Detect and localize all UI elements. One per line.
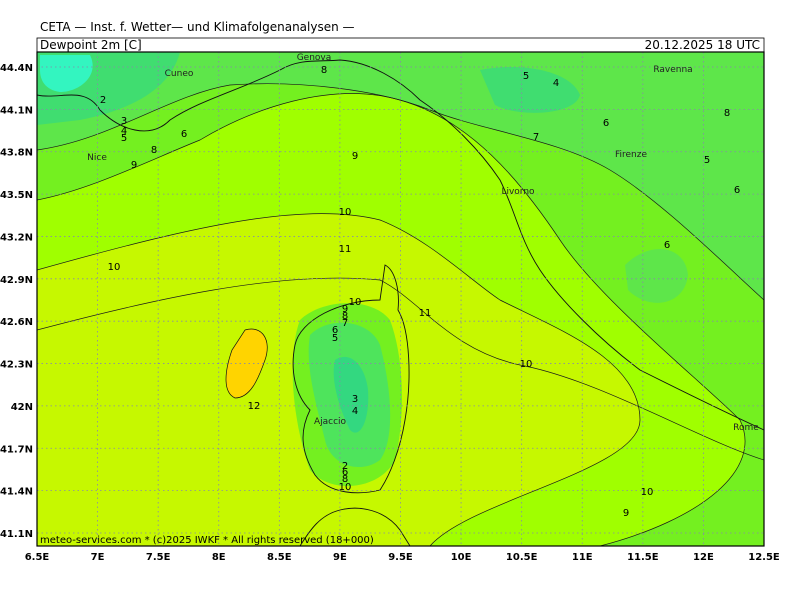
contour-label: 8 [342, 474, 348, 485]
lat-label: 42.3N [0, 360, 33, 371]
field-zone [333, 356, 369, 433]
coastline [299, 507, 411, 546]
date-label: 20.12.2025 18 UTC [645, 38, 760, 52]
place-name: Ravenna [653, 65, 692, 75]
place-name: Firenze [615, 150, 647, 160]
contour-label: 9 [342, 304, 348, 315]
contour-label: 7 [342, 318, 348, 329]
contour-label: 9 [623, 508, 629, 519]
lon-label: 12E [693, 552, 714, 563]
lon-label: 9E [333, 552, 347, 563]
lat-label: 41.1N [0, 529, 33, 540]
contour-label: 4 [352, 406, 358, 417]
contour-label: 5 [121, 133, 127, 144]
footer: meteo-services.com * (c)2025 IWKF * All … [40, 535, 374, 546]
lon-label: 8E [212, 552, 226, 563]
field-zone [37, 52, 764, 300]
isoline [599, 419, 746, 546]
lat-label: 44.4N [0, 63, 33, 74]
isoline [37, 277, 764, 461]
contour-label: 6 [603, 118, 609, 129]
lon-label: 10.5E [506, 552, 538, 563]
field-label: Dewpoint 2m [C] [40, 38, 142, 52]
contour-label: 9 [131, 160, 137, 171]
contour-label: 10 [339, 207, 352, 218]
place-name: Cuneo [165, 69, 194, 79]
contour-label: 3 [352, 394, 358, 405]
lon-label: 11.5E [627, 552, 659, 563]
lon-label: 10E [451, 552, 472, 563]
isoline [37, 213, 641, 546]
place-name: Ajaccio [314, 417, 347, 427]
contour-label: 2 [100, 95, 106, 106]
lon-label: 6.5E [25, 552, 50, 563]
contour-label: 10 [520, 359, 533, 370]
lat-label: 42.9N [0, 275, 33, 286]
field-zone [225, 328, 268, 399]
lon-label: 9.5E [388, 552, 413, 563]
lat-label: 43.2N [0, 232, 33, 243]
header-title: CETA — Inst. f. Wetter— und Klimafolgena… [40, 20, 355, 34]
contour-label: 10 [349, 297, 362, 308]
coastline [37, 59, 764, 431]
lat-label: 41.7N [0, 444, 33, 455]
contour-label: 5 [704, 155, 710, 166]
lat-label: 41.4N [0, 487, 33, 498]
place-name: Nice [87, 153, 107, 163]
place-name: Rome [733, 423, 759, 433]
contour-label: 9 [352, 151, 358, 162]
lon-label: 12.5E [748, 552, 780, 563]
map-area: Cuneo Genova Ravenna Nice Firenze Livorno Ajac… [37, 52, 764, 546]
contour-label: 8 [151, 145, 157, 156]
contour-label: 5 [523, 71, 529, 82]
contour-label: 6 [181, 129, 187, 140]
coastline [292, 264, 410, 494]
contour-label: 8 [724, 108, 730, 119]
contour-label: 4 [121, 126, 127, 137]
contour-label: 10 [108, 262, 121, 273]
lat-label: 42N [11, 402, 33, 413]
field-zone [625, 248, 688, 303]
contour-label: 4 [553, 78, 559, 89]
contour-labels: Cuneo Genova Ravenna Nice Firenze Livorno Ajac… [87, 53, 759, 519]
contour-label: 8 [321, 65, 327, 76]
field-zone [40, 55, 93, 92]
contour-label: 11 [339, 244, 352, 255]
lon-label: 11E [572, 552, 593, 563]
contour-label: 6 [734, 185, 740, 196]
place-name: Livorno [501, 187, 535, 197]
contour-label: 2 [342, 461, 348, 472]
contour-label: 3 [121, 116, 127, 127]
field-zone [480, 67, 580, 113]
contour-label: 12 [248, 401, 261, 412]
contour-label: 8 [342, 311, 348, 322]
contour-label: 11 [419, 308, 432, 319]
contour-label: 6 [664, 240, 670, 251]
graticule [37, 52, 764, 546]
contour-label: 5 [332, 333, 338, 344]
lat-label: 44.1N [0, 105, 33, 116]
map-frame [36, 51, 765, 547]
contour-label: 7 [533, 132, 539, 143]
place-name: Genova [297, 53, 332, 63]
lon-label: 7.5E [146, 552, 171, 563]
field-zone [37, 52, 764, 546]
contour-label: 6 [332, 325, 338, 336]
lat-label: 42.6N [0, 317, 33, 328]
lat-label: 43.8N [0, 148, 33, 159]
contour-label: 6 [342, 467, 348, 478]
lat-label: 43.5N [0, 190, 33, 201]
lon-label: 8.5E [267, 552, 292, 563]
lon-label: 7E [91, 552, 105, 563]
isoline [37, 83, 764, 301]
contour-label: 10 [641, 487, 654, 498]
contour-label: 10 [339, 482, 352, 493]
